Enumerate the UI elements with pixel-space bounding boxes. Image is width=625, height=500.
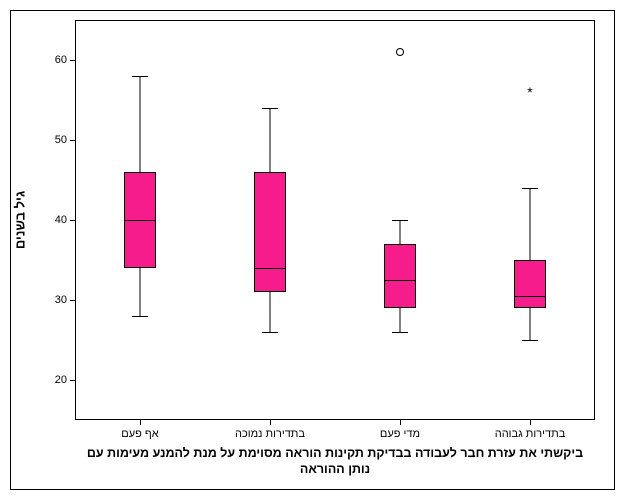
y-tick-label: 20 xyxy=(45,374,67,386)
x-tick xyxy=(270,420,271,425)
whisker-cap-upper xyxy=(262,108,278,109)
outlier-star: * xyxy=(527,85,532,99)
whisker-upper xyxy=(530,188,531,260)
x-tick xyxy=(140,420,141,425)
x-tick xyxy=(530,420,531,425)
y-tick-label: 30 xyxy=(45,294,67,306)
y-tick xyxy=(70,380,75,381)
x-tick-label: בתדירות גבוהה xyxy=(495,428,566,440)
median-line xyxy=(124,220,155,221)
y-tick-label: 40 xyxy=(45,214,67,226)
x-axis-title: ביקשתי את עזרת חבר לעבודה בבדיקת תקינות … xyxy=(75,446,595,477)
whisker-cap-upper xyxy=(132,76,148,77)
box xyxy=(384,244,415,308)
y-axis-title: גיל בשנים xyxy=(13,191,28,249)
x-tick-label: בתדירות נמוכה xyxy=(235,428,305,440)
whisker-cap-lower xyxy=(132,316,148,317)
y-tick xyxy=(70,60,75,61)
outlier-circle xyxy=(396,48,404,56)
whisker-cap-lower xyxy=(522,340,538,341)
y-tick-label: 60 xyxy=(45,54,67,66)
whisker-cap-lower xyxy=(262,332,278,333)
whisker-lower xyxy=(400,308,401,332)
whisker-lower xyxy=(530,308,531,340)
y-tick xyxy=(70,220,75,221)
box xyxy=(514,260,545,308)
y-tick xyxy=(70,300,75,301)
median-line xyxy=(254,268,285,269)
whisker-upper xyxy=(400,220,401,244)
x-tick-label: אף פעם xyxy=(121,428,158,440)
whisker-cap-lower xyxy=(392,332,408,333)
median-line xyxy=(384,280,415,281)
x-tick xyxy=(400,420,401,425)
y-tick-label: 50 xyxy=(45,134,67,146)
whisker-cap-upper xyxy=(392,220,408,221)
whisker-lower xyxy=(270,292,271,332)
x-tick-label: מדי פעם xyxy=(380,428,420,440)
whisker-upper xyxy=(140,76,141,172)
whisker-upper xyxy=(270,108,271,172)
box xyxy=(254,172,285,292)
median-line xyxy=(514,296,545,297)
whisker-cap-upper xyxy=(522,188,538,189)
y-tick xyxy=(70,140,75,141)
whisker-lower xyxy=(140,268,141,316)
